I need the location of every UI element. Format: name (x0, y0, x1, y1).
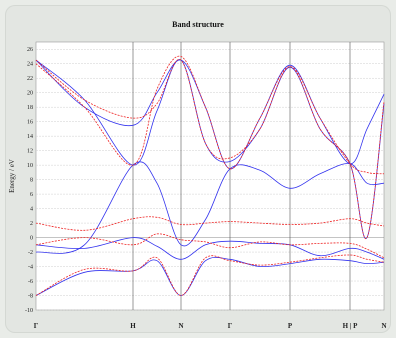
plot-area (35, 41, 385, 311)
y-axis-label: Energy / eV (8, 159, 16, 193)
y-tick-label: 2 (30, 221, 33, 227)
y-tick-label: -6 (28, 279, 33, 285)
band-line-red (35, 216, 385, 231)
band-line-blue (35, 237, 385, 260)
y-tick-label: 8 (30, 178, 33, 184)
y-tick-label: 26 (27, 47, 33, 53)
y-tick-label: 16 (27, 120, 33, 126)
y-tick-label: -4 (28, 265, 33, 271)
y-tick-label: 4 (30, 207, 33, 213)
band-line-red (35, 59, 385, 239)
x-tick-label: Γ (34, 322, 39, 330)
y-tick-label: -10 (25, 308, 33, 314)
chart-title: Band structure (172, 20, 224, 29)
x-tick-label: N (381, 322, 386, 330)
y-tick-label: 20 (27, 91, 33, 97)
y-tick-label: 24 (27, 62, 33, 68)
x-tick-label: N (178, 322, 183, 330)
y-tick-label: 6 (30, 192, 33, 198)
x-tick-label: H (130, 322, 136, 330)
y-tick-label: 14 (27, 134, 33, 140)
y-tick-label: -8 (28, 294, 33, 300)
x-tick-label: H | P (343, 322, 358, 330)
band-line-red (35, 55, 385, 175)
band-line-red (35, 254, 385, 296)
y-tick-label: 0 (30, 236, 33, 242)
y-tick-label: 22 (27, 76, 33, 82)
y-tick-label: -2 (28, 250, 33, 256)
y-tick-label: 18 (27, 105, 33, 111)
y-tick-label: 10 (27, 163, 33, 169)
band-line-red (35, 233, 385, 259)
y-tick-label: 12 (27, 149, 33, 155)
x-tick-label: P (288, 322, 293, 330)
x-tick-label: Γ (228, 322, 233, 330)
